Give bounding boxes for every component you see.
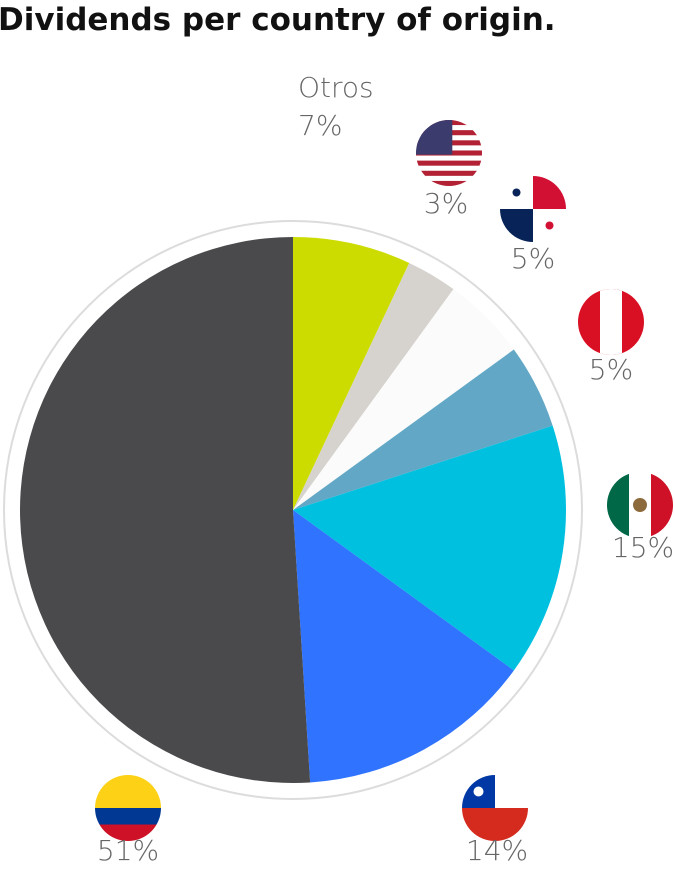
flag — [578, 289, 644, 355]
value-label: 5% — [589, 353, 633, 386]
stripe — [416, 160, 482, 167]
b — [95, 808, 161, 825]
pie-slice — [293, 289, 514, 510]
stripe — [416, 155, 482, 162]
q — [500, 209, 533, 242]
chart-title: Dividends per country of origin. — [0, 2, 556, 38]
pie-slice — [293, 425, 566, 671]
value-label: 14% — [466, 834, 528, 867]
stripe — [416, 165, 482, 172]
star — [473, 786, 484, 797]
value-label: 51% — [97, 834, 159, 867]
pie-slice — [293, 349, 553, 510]
flag — [500, 176, 566, 242]
b — [607, 472, 629, 538]
pie-slice — [293, 510, 514, 783]
b — [651, 472, 673, 538]
flag — [462, 775, 528, 841]
b — [95, 775, 161, 808]
slice-name: Otros — [298, 71, 374, 104]
pie-slice — [293, 262, 454, 510]
value-label: 3% — [424, 187, 468, 220]
pie-slice — [20, 237, 311, 783]
b — [600, 289, 622, 355]
pie-ring — [3, 220, 583, 800]
value-label: 5% — [511, 242, 555, 275]
emblem — [633, 498, 647, 512]
star — [512, 188, 521, 197]
stripe — [416, 175, 482, 182]
flag — [95, 775, 161, 841]
star — [545, 221, 554, 230]
q — [533, 176, 566, 209]
stripe — [416, 180, 482, 186]
stripe — [416, 170, 482, 177]
flag — [416, 120, 482, 186]
value-label: 7% — [298, 109, 342, 142]
canton — [416, 120, 453, 155]
pie-slice — [293, 237, 410, 510]
value-label: 15% — [612, 531, 674, 564]
flag — [607, 472, 673, 538]
